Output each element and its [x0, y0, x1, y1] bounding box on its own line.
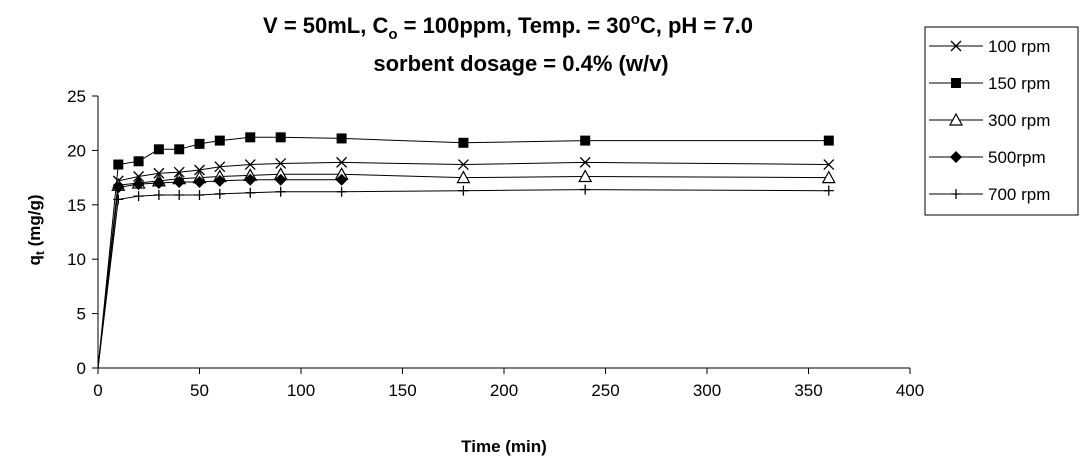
data-point — [336, 133, 347, 144]
data-point — [821, 170, 836, 184]
legend-marker — [950, 151, 962, 163]
y-tick-label: 0 — [77, 359, 86, 378]
data-point — [580, 135, 591, 146]
chart-title-line1: V = 50mL, Co = 100ppm, Temp. = 30oC, pH … — [263, 11, 753, 43]
data-point — [112, 181, 125, 194]
x-tick-label: 200 — [490, 381, 518, 400]
data-point — [244, 159, 256, 171]
data-point — [214, 188, 225, 199]
y-tick-label: 5 — [77, 305, 86, 324]
x-tick-label: 300 — [693, 381, 721, 400]
data-point — [132, 178, 145, 191]
x-axis-label: Time (min) — [461, 437, 547, 456]
y-tick-label: 25 — [67, 87, 86, 106]
x-tick-label: 50 — [190, 381, 209, 400]
legend-marker — [950, 40, 962, 52]
data-point — [213, 174, 226, 187]
legend-label: 500rpm — [988, 148, 1046, 167]
data-point — [823, 159, 835, 171]
data-point — [194, 190, 205, 201]
x-tick-label: 150 — [388, 381, 416, 400]
data-point — [457, 159, 469, 171]
legend-marker — [951, 189, 961, 199]
data-point — [275, 186, 286, 197]
series-4 — [97, 184, 834, 369]
data-point — [173, 175, 186, 188]
y-axis-label: qt (mg/g) — [25, 194, 47, 265]
data-point — [193, 175, 206, 188]
data-point — [336, 156, 348, 168]
legend-box — [924, 26, 1079, 216]
data-point — [275, 132, 286, 143]
series-3 — [97, 173, 348, 369]
series-line — [97, 189, 829, 369]
legend-marker — [948, 112, 964, 126]
data-point — [245, 187, 256, 198]
data-point — [274, 173, 287, 186]
data-point — [174, 144, 185, 155]
series-line — [97, 179, 342, 369]
x-tick-label: 350 — [794, 381, 822, 400]
data-point — [153, 144, 164, 155]
data-point — [113, 159, 124, 170]
data-point — [244, 173, 257, 186]
data-point — [336, 186, 347, 197]
data-point — [133, 156, 144, 167]
data-point — [214, 161, 226, 173]
x-tick-label: 100 — [287, 381, 315, 400]
plot-area — [97, 132, 836, 369]
data-point — [458, 185, 469, 196]
data-point — [579, 156, 591, 168]
x-tick-label: 400 — [896, 381, 924, 400]
data-point — [580, 184, 591, 195]
data-point — [823, 135, 834, 146]
legend-label: 100 rpm — [988, 37, 1050, 56]
series-0 — [97, 156, 835, 369]
data-point — [113, 194, 124, 205]
data-point — [823, 185, 834, 196]
legend-label: 300 rpm — [988, 111, 1050, 130]
data-point — [578, 169, 593, 183]
x-tick-label: 250 — [591, 381, 619, 400]
data-point — [335, 173, 348, 186]
y-tick-label: 20 — [67, 141, 86, 160]
y-tick-label: 10 — [67, 250, 86, 269]
legend: 100 rpm 150 rpm 300 rpm 500rpm 700 rpm — [924, 26, 1079, 216]
data-point — [153, 167, 165, 179]
x-tick-label: 0 — [93, 381, 102, 400]
data-point — [275, 157, 287, 169]
data-point — [133, 191, 144, 202]
y-tick-label: 15 — [67, 196, 86, 215]
series-2 — [97, 167, 836, 369]
data-point — [458, 137, 469, 148]
data-point — [245, 132, 256, 143]
data-point — [194, 138, 205, 149]
data-point — [174, 190, 185, 201]
data-point — [194, 164, 205, 176]
chart-title-line2: sorbent dosage = 0.4% (w/v) — [373, 51, 668, 76]
data-point — [153, 190, 164, 201]
series-line — [97, 173, 829, 369]
legend-label: 150 rpm — [988, 74, 1050, 93]
axes: 0 50 100 150 200 250 300 350 400 0 5 10 15 20 25 — [67, 87, 924, 400]
legend-marker — [951, 78, 961, 88]
legend-label: 700 rpm — [988, 185, 1050, 204]
data-point — [456, 170, 471, 184]
data-point — [152, 177, 165, 190]
data-point — [214, 135, 225, 146]
series-1 — [97, 132, 834, 369]
